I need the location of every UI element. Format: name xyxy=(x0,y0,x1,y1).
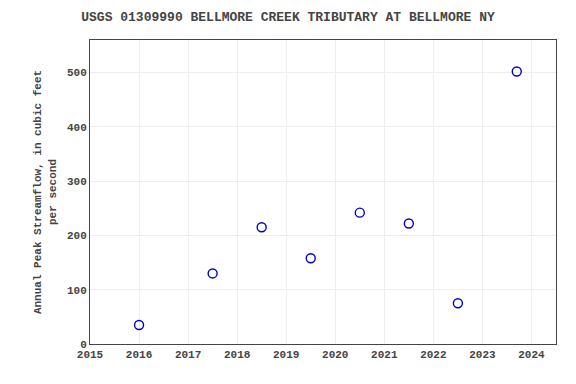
svg-text:USGS 01309990 BELLMORE CREEK T: USGS 01309990 BELLMORE CREEK TRIBUTARY A… xyxy=(81,10,495,25)
svg-text:300: 300 xyxy=(67,176,87,188)
svg-text:200: 200 xyxy=(67,230,87,242)
svg-text:2021: 2021 xyxy=(371,349,398,361)
svg-text:2023: 2023 xyxy=(469,349,496,361)
svg-text:2017: 2017 xyxy=(175,349,201,361)
svg-text:400: 400 xyxy=(67,122,87,134)
svg-text:500: 500 xyxy=(67,67,87,79)
svg-text:2019: 2019 xyxy=(273,349,299,361)
svg-text:2015: 2015 xyxy=(77,349,104,361)
svg-text:100: 100 xyxy=(67,285,87,297)
svg-text:2016: 2016 xyxy=(126,349,152,361)
svg-text:2022: 2022 xyxy=(420,349,446,361)
svg-text:2018: 2018 xyxy=(224,349,251,361)
svg-text:0: 0 xyxy=(80,339,87,351)
svg-text:2024: 2024 xyxy=(518,349,545,361)
svg-text:2020: 2020 xyxy=(322,349,348,361)
svg-text:Annual Peak Streamflow, in cub: Annual Peak Streamflow, in cubic feetper… xyxy=(32,70,58,314)
